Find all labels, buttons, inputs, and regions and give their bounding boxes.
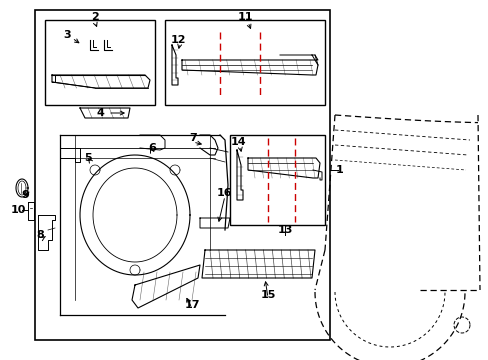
Bar — [229, 135, 325, 225]
Text: 17: 17 — [184, 300, 199, 310]
Text: 12: 12 — [170, 35, 185, 45]
Bar — [35, 10, 329, 340]
Text: 15: 15 — [260, 290, 275, 300]
Text: 10: 10 — [10, 205, 26, 215]
Text: 8: 8 — [36, 230, 44, 240]
Text: 7: 7 — [189, 133, 197, 143]
Text: 6: 6 — [148, 143, 156, 153]
Text: 5: 5 — [84, 153, 92, 163]
Text: 1: 1 — [335, 165, 343, 175]
Bar — [45, 20, 155, 105]
Text: 16: 16 — [217, 188, 232, 198]
Text: 9: 9 — [21, 190, 29, 200]
Text: 4: 4 — [96, 108, 104, 118]
Text: 2: 2 — [91, 12, 99, 22]
Bar — [164, 20, 325, 105]
Text: 11: 11 — [237, 12, 252, 22]
Text: 14: 14 — [230, 137, 245, 147]
Text: 3: 3 — [63, 30, 71, 40]
Text: 13: 13 — [277, 225, 292, 235]
